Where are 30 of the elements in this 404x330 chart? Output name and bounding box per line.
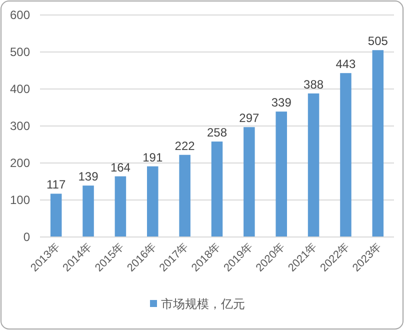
y-tick-label: 400 — [10, 82, 30, 96]
bar — [114, 176, 126, 237]
data-label: 191 — [142, 150, 163, 164]
data-label: 388 — [304, 77, 324, 92]
y-tick-label: 500 — [10, 45, 30, 59]
data-label: 222 — [174, 138, 196, 153]
y-tick-label: 100 — [10, 193, 30, 207]
bar — [276, 112, 287, 237]
bar — [50, 194, 62, 237]
bar — [244, 127, 255, 237]
y-tick-label: 0 — [23, 230, 30, 244]
legend-label: 市场规模，亿元 — [161, 297, 245, 311]
data-label: 339 — [271, 96, 292, 110]
data-label: 258 — [206, 126, 228, 140]
bar — [372, 50, 384, 237]
data-label: 164 — [110, 160, 131, 174]
y-tick-label: 600 — [10, 8, 30, 22]
bar — [147, 166, 158, 237]
data-label: 443 — [336, 57, 356, 72]
data-label: 505 — [368, 34, 388, 48]
data-label: 139 — [78, 170, 99, 184]
y-tick-label: 300 — [10, 119, 30, 133]
bar — [211, 142, 223, 237]
bar — [340, 73, 352, 237]
data-label: 297 — [239, 111, 260, 126]
bar — [82, 186, 94, 237]
bar — [308, 93, 320, 237]
y-tick-label: 200 — [10, 156, 30, 170]
data-label: 117 — [46, 178, 66, 192]
bar — [179, 154, 190, 237]
